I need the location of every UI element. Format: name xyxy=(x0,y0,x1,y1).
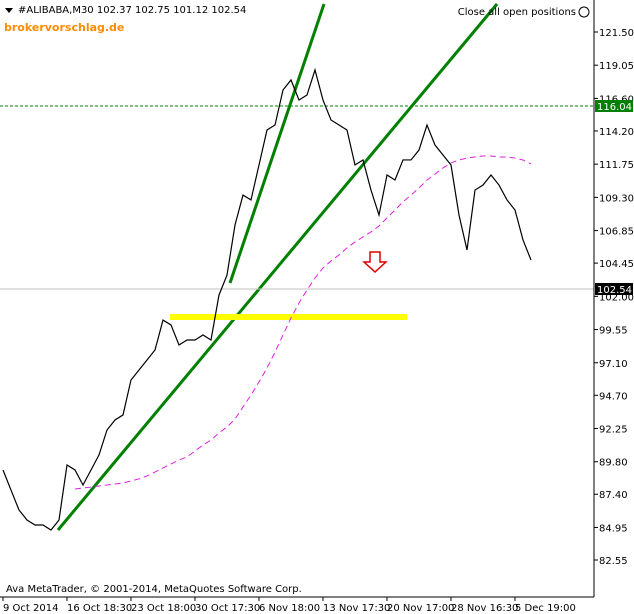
y-tick-label: 94.70 xyxy=(599,391,628,402)
level-label-box xyxy=(595,100,633,113)
x-tick-label: 20 Nov 17:00 xyxy=(387,603,454,614)
x-tick-label: 28 Nov 16:30 xyxy=(451,603,518,614)
x-tick-label: 30 Oct 17:30 xyxy=(195,603,260,614)
level-label: 116.04 xyxy=(597,102,632,113)
trend-line xyxy=(228,3,326,284)
x-tick-label: 6 Nov 18:00 xyxy=(259,603,320,614)
x-tick-label: 16 Oct 18:30 xyxy=(67,603,132,614)
y-tick-label: 121.50 xyxy=(599,28,634,39)
y-tick-label: 92.25 xyxy=(599,425,628,436)
y-tick-label: 119.05 xyxy=(599,61,634,72)
x-tick-label: 23 Oct 18:00 xyxy=(131,603,196,614)
y-tick-label: 82.55 xyxy=(599,556,628,567)
footer: Ava MetaTrader, © 2001-2014, MetaQuotes … xyxy=(6,584,302,595)
y-tick-label: 116.60 xyxy=(599,94,634,105)
arrow xyxy=(362,251,388,274)
zone-rectangle xyxy=(170,314,407,320)
y-tick-label: 109.30 xyxy=(599,193,634,204)
moving-average xyxy=(74,155,532,490)
y-tick-label: 106.85 xyxy=(599,227,634,238)
level-label-box xyxy=(595,283,633,296)
y-tick-label: 99.55 xyxy=(599,326,628,337)
smiley-icon[interactable] xyxy=(578,6,590,18)
chart-title: #ALIBABA,M30 102.37 102.75 101.12 102.54 xyxy=(18,5,246,16)
y-tick-label: 102.00 xyxy=(599,292,634,303)
watermark: brokervorschlag.de xyxy=(4,21,124,34)
trend-line xyxy=(56,3,499,531)
x-tick-label: 9 Oct 2014 xyxy=(3,603,58,614)
y-tick-label: 104.45 xyxy=(599,259,634,270)
plot xyxy=(0,67,594,531)
y-tick-label: 84.95 xyxy=(599,523,628,534)
x-tick-label: 13 Nov 17:30 xyxy=(323,603,390,614)
level-label: 102.54 xyxy=(597,285,632,296)
y-tick-label: 97.10 xyxy=(599,359,628,370)
y-tick-label: 111.75 xyxy=(599,160,634,171)
x-tick-label: 5 Dec 19:00 xyxy=(515,603,576,614)
close-button[interactable]: Close all open positions xyxy=(458,7,576,18)
y-tick-label: 114.20 xyxy=(599,127,634,138)
menu-icon[interactable] xyxy=(5,8,13,13)
price-line xyxy=(2,67,532,531)
y-tick-label: 87.40 xyxy=(599,490,628,501)
y-tick-label: 89.80 xyxy=(599,458,628,469)
